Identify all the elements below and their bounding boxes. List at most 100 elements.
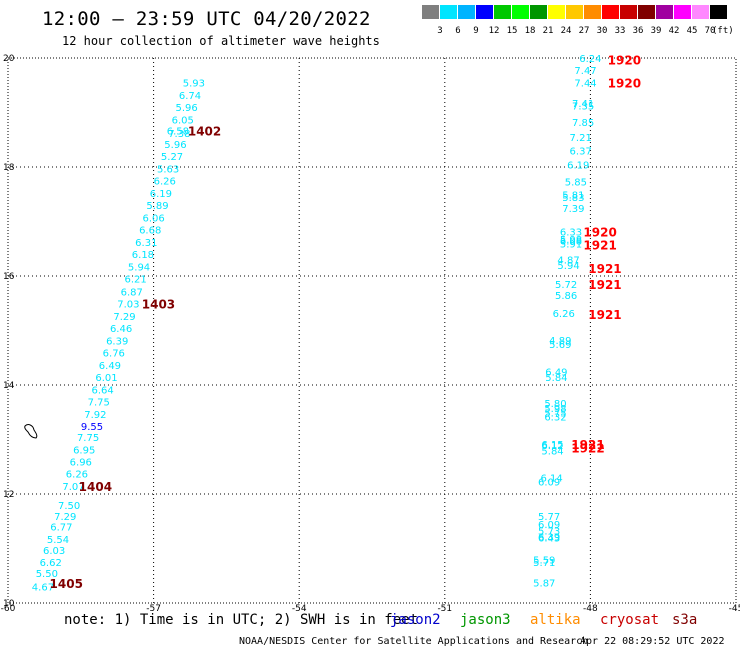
lon-tick-label: -51 (437, 604, 452, 614)
swh-value: 6.09 (538, 477, 560, 488)
scale-tick-label: 9 (473, 26, 479, 36)
source-cryosat: cryosat (600, 612, 660, 628)
swh-value: 5.63 (157, 165, 179, 176)
swh-value: 6.68 (139, 226, 161, 237)
swh-value: 5.27 (161, 152, 183, 163)
scale-swatch (566, 5, 583, 19)
swh-value: 6.62 (40, 558, 62, 569)
swh-value: 5.98 (544, 404, 566, 415)
swh-value: 7.41 (572, 99, 594, 110)
island-outline (24, 424, 38, 439)
pass-time-label: 1921 (588, 278, 621, 292)
scale-swatch (710, 5, 727, 19)
page-subtitle: 12 hour collection of altimeter wave hei… (62, 34, 380, 48)
pass-time-label: 1405 (50, 577, 83, 591)
swh-value: 6.19 (567, 160, 589, 171)
swh-value: 5.91 (560, 239, 582, 250)
scale-swatch (458, 5, 475, 19)
swh-value: 6.64 (92, 385, 114, 396)
swh-value: 5.96 (175, 103, 197, 114)
swh-value: 5.96 (164, 140, 186, 151)
scale-swatch (548, 5, 565, 19)
swh-value: 6.18 (132, 250, 154, 261)
swh-value: 6.49 (545, 367, 567, 378)
swh-value: 6.39 (106, 336, 128, 347)
swh-value: 7.03 (117, 299, 139, 310)
swh-value: 5.83 (562, 193, 584, 204)
scale-swatch (422, 5, 439, 19)
pass-time-label: 1920 (583, 225, 616, 239)
swh-value: 6.96 (70, 457, 92, 468)
swh-value: 5.93 (183, 79, 205, 90)
swh-value: 6.46 (110, 324, 132, 335)
footer-note: note: 1) Time is in UTC; 2) SWH is in fe… (64, 612, 419, 628)
swh-value: 4.67 (32, 583, 54, 594)
scale-tick-label: 12 (488, 26, 500, 36)
swh-value: 7.75 (77, 433, 99, 444)
swh-value: 5.54 (47, 535, 69, 546)
pass-time-label: 1403 (142, 297, 175, 311)
swh-value: 5.81 (562, 190, 584, 201)
swh-value: 7.29 (54, 512, 76, 523)
swh-value: 6.09 (538, 520, 560, 531)
swh-value: 6.19 (150, 189, 172, 200)
scale-swatch (494, 5, 511, 19)
swh-value: 6.12 (541, 441, 563, 452)
scale-swatch (620, 5, 637, 19)
swh-value: 5.77 (538, 512, 560, 523)
pass-time-label: 1404 (79, 480, 112, 494)
swh-value: 6.15 (541, 440, 563, 451)
pass-time-label: 1920 (608, 54, 641, 68)
swh-value: 6.39 (538, 533, 560, 544)
swh-value: 6.32 (544, 413, 566, 424)
swh-value: 5.94 (128, 263, 150, 274)
lat-tick-label: 10 (3, 599, 15, 609)
lat-tick-label: 20 (3, 54, 15, 64)
pass-time-label: 1921 (583, 238, 616, 252)
page-title: 12:00 — 23:59 UTC 04/20/2022 (42, 8, 371, 30)
swh-value: 5.89 (146, 201, 168, 212)
scale-tick-label: 27 (578, 26, 590, 36)
swh-value: 7.50 (58, 501, 80, 512)
scale-tick-label: 45 (686, 26, 698, 36)
swh-value: 5.80 (544, 399, 566, 410)
color-scale: 3 6 9 12 15 18 21 24 27 30 33 36 39 42 45 70 (ft) (422, 5, 734, 37)
scale-tick-label: 3 (437, 26, 443, 36)
swh-value: 6.26 (553, 309, 575, 320)
swh-value: 7.92 (84, 410, 106, 421)
swh-value: 7.44 (574, 79, 596, 90)
swh-value: 5.98 (560, 235, 582, 246)
lat-tick-label: 14 (3, 381, 15, 391)
swh-value: 7.07 (62, 482, 84, 493)
scale-swatch (602, 5, 619, 19)
lon-tick-label: -54 (292, 604, 307, 614)
swh-value: 6.26 (154, 177, 176, 188)
swh-value: 5.72 (555, 280, 577, 291)
scale-tick-label: 33 (614, 26, 626, 36)
scale-tick-label: 36 (632, 26, 644, 36)
lat-tick-label: 12 (3, 490, 14, 500)
swh-value: 6.21 (125, 275, 147, 286)
lat-tick-label: 18 (3, 163, 15, 173)
source-s3a: s3a (672, 612, 698, 628)
swh-value: 6.33 (560, 227, 582, 238)
scale-swatch (638, 5, 655, 19)
swh-value: 5.84 (541, 446, 563, 457)
swh-value: 6.74 (179, 91, 201, 102)
swh-value: 5.84 (545, 373, 567, 384)
generated-date: Apr 22 08:29:52 UTC 2022 (580, 636, 725, 647)
swh-value: 7.47 (574, 66, 596, 77)
swh-value: 6.14 (540, 474, 562, 485)
swh-value: 6.31 (135, 238, 157, 249)
swh-value: 7.21 (570, 133, 592, 144)
swh-value: 6.77 (50, 523, 72, 534)
swh-value: 6.01 (95, 373, 117, 384)
scale-tick-label: 21 (542, 26, 554, 36)
swh-value: 4.87 (557, 256, 579, 267)
lat-tick-label: 16 (3, 272, 15, 282)
swh-value: 5.86 (555, 291, 577, 302)
lon-tick-label: -45 (729, 604, 740, 614)
swh-value: 5.75 (544, 408, 566, 419)
swh-value: 5.69 (549, 340, 571, 351)
